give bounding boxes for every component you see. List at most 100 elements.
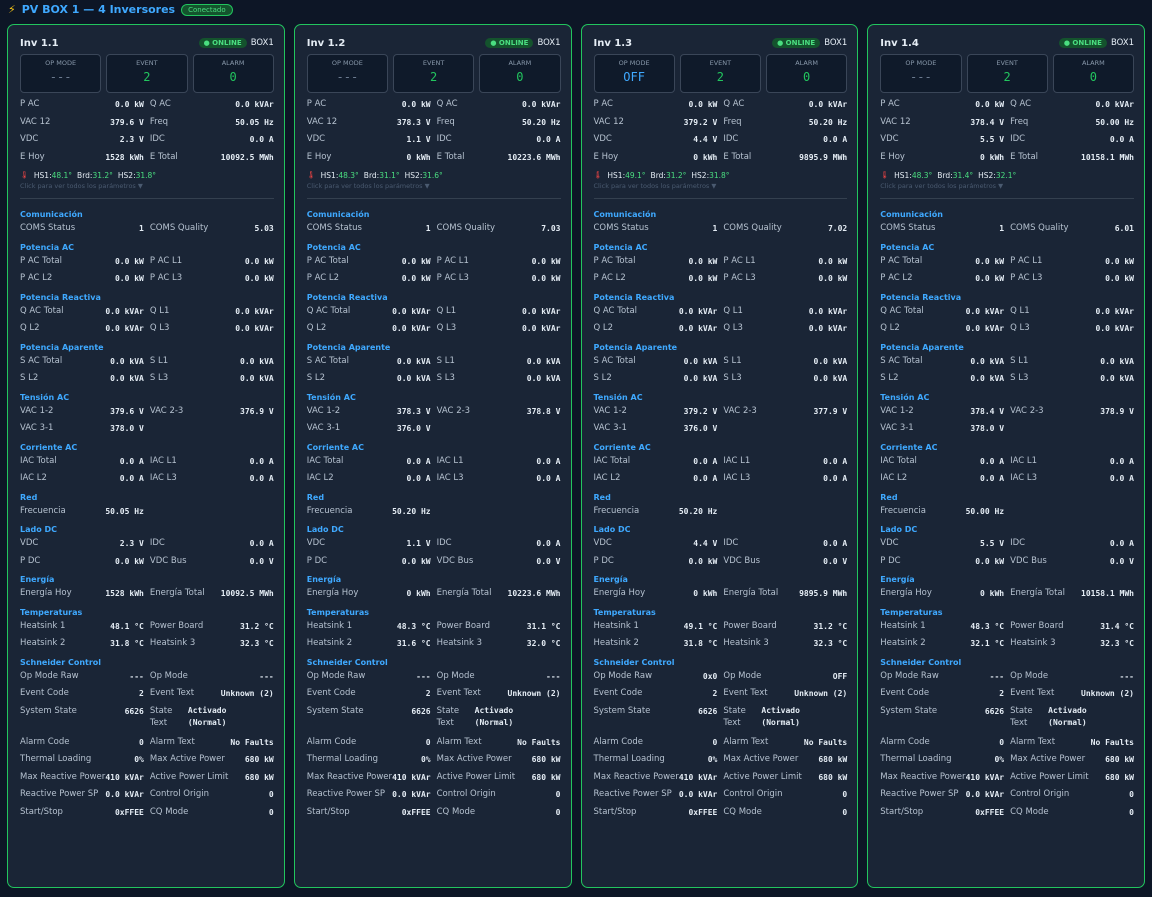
param-value: 410 kVAr (678, 772, 718, 782)
param-value: 0.0 kW (401, 256, 431, 266)
param-label: Control Origin (723, 789, 783, 799)
section-title: Energía (880, 575, 915, 584)
param-value: 0.0 A (536, 456, 561, 466)
param-value: 0.0 kW (688, 100, 718, 109)
param-grid: P AC Total 0.0 kW P AC L1 0.0 kW P AC L2 0.0 … (307, 255, 561, 290)
param-active-power-limit: Active Power Limit 680 kW (723, 771, 847, 789)
param-label: Event Text (436, 688, 481, 698)
state-text-line1: Activado (187, 705, 227, 715)
param-label: VDC (593, 538, 612, 548)
param-value: --- (129, 671, 144, 681)
hs1-label: HS1: (33, 170, 52, 180)
param-label: VAC 3-1 (306, 423, 341, 433)
expand-hint[interactable]: Click para ver todos los parámetros ▼ (20, 182, 143, 190)
hs1-temp: HS1:48.3° (894, 171, 932, 180)
param-label: E Hoy (593, 151, 619, 162)
param-label: S AC Total (20, 355, 63, 366)
param-label: P AC L3 (1010, 273, 1043, 283)
param-pac-l1: P AC L1 0.0 kW (437, 255, 561, 273)
param-event-code: Event Code 2 (880, 687, 1004, 705)
param-value: 0.0 kW (818, 274, 848, 283)
param-label: Thermal Loading (306, 754, 378, 764)
param-p-ac: P AC 0.0 kW (20, 98, 144, 116)
section-title: Potencia AC (20, 242, 75, 252)
inverter-card[interactable]: Inv 1.3 ● ONLINE BOX1 OP MODE OFF EVENT … (580, 24, 859, 888)
param-pac-l1: P AC L1 0.0 kW (150, 255, 274, 273)
param-label: COMS Status (306, 223, 362, 233)
param-label: Q L3 (149, 323, 170, 333)
param-label: Op Mode (723, 670, 762, 681)
param-max-reactive-power: Max Reactive Power 410 kVAr (880, 771, 1004, 789)
section-title: Energía (20, 575, 55, 584)
event-tile: EVENT 2 (393, 54, 475, 93)
param-p-ac: P AC 0.0 kW (880, 98, 1004, 116)
param-label: Q L1 (1010, 305, 1030, 316)
param-qac-total: Q AC Total 0.0 kVAr (594, 305, 718, 323)
param-label: Freq (1010, 116, 1029, 127)
expand-hint[interactable]: Click para ver todos los parámetros ▼ (306, 182, 430, 190)
summary-grid: P AC 0.0 kW Q AC 0.0 kVAr VAC 12 378.4 V Freq 5… (880, 98, 1134, 168)
param-label: Heatsink 1 (20, 620, 66, 631)
param-label: IAC L1 (436, 455, 464, 466)
alarm-label: ALARM (508, 59, 532, 67)
section-title: Potencia Aparente (880, 342, 964, 352)
param-label: System State (593, 705, 651, 716)
param-label: Event Code (20, 688, 69, 698)
param-grid: S AC Total 0.0 kVA S L1 0.0 kVA S L2 0.0 kVA S… (307, 355, 561, 390)
param-value: 0.0 kVAr (392, 306, 431, 316)
param-value: 0 (999, 737, 1005, 747)
param-coms-quality: COMS Quality 7.03 (437, 222, 561, 240)
param-label: Q AC (723, 99, 745, 109)
inverter-card[interactable]: Inv 1.1 ● ONLINE BOX1 OP MODE --- EVENT … (7, 24, 285, 888)
param-label: VAC 2-3 (436, 405, 471, 416)
expand-hint[interactable]: Click para ver todos los parámetros ▼ (880, 182, 1004, 190)
param-start-stop: Start/Stop 0xFFEE (594, 806, 718, 824)
param-label: Power Board (723, 620, 777, 631)
param-label: COMS Quality (1010, 223, 1069, 233)
section-title: Comunicación (306, 210, 370, 219)
param-label: Alarm Text (723, 736, 769, 747)
inverter-card[interactable]: Inv 1.2 ● ONLINE BOX1 OP MODE --- EVENT … (293, 24, 572, 888)
param-value: 0.0 kW (114, 556, 144, 566)
param-value: 1 (999, 224, 1005, 233)
param-label: Energía Total (436, 588, 492, 598)
param-label: VAC 1-2 (306, 405, 341, 416)
online-badge: ● ONLINE (772, 38, 821, 48)
param-alarm-text: Alarm Text No Faults (1010, 736, 1134, 754)
param-max-reactive-power: Max Reactive Power 410 kVAr (307, 771, 431, 789)
param-op-mode2: Op Mode OFF (723, 670, 847, 688)
param-pac-l3: P AC L3 0.0 kW (150, 272, 274, 290)
param-heatsink1: Heatsink 1 48.3 °C (307, 620, 431, 638)
status-tiles: OP MODE --- EVENT 2 ALARM 0 (306, 54, 561, 93)
param-q-l3: Q L3 0.0 kVAr (723, 322, 847, 340)
inverter-card[interactable]: Inv 1.4 ● ONLINE BOX1 OP MODE --- EVENT … (867, 24, 1145, 888)
param-s-l2: S L2 0.0 kVA (20, 372, 144, 390)
param-value: 50.20 Hz (392, 506, 431, 516)
param-vac-23: VAC 2-3 377.9 V (723, 405, 847, 423)
param-iac-l1: IAC L1 0.0 A (437, 455, 561, 473)
section-title: Tensión AC (20, 392, 70, 402)
param-label: COMS Status (20, 223, 76, 233)
param-event-code: Event Code 2 (594, 687, 718, 705)
op-mode-label: OP MODE (618, 59, 650, 67)
param-coms-status: COMS Status 1 (20, 222, 144, 240)
param-label: Op Mode (1010, 670, 1049, 681)
param-value: 32.0 °C (526, 639, 561, 648)
param-grid: Q AC Total 0.0 kVAr Q L1 0.0 kVAr Q L2 0.0 kV… (594, 305, 848, 340)
param-state-text: State Text Activado (Normal) (150, 705, 274, 736)
param-active-power-limit: Active Power Limit 680 kW (437, 771, 561, 789)
param-label: E Total (436, 151, 465, 162)
param-label: CQ Mode (436, 806, 476, 817)
param-active-power-limit: Active Power Limit 680 kW (150, 771, 274, 789)
param-value: 410 kVAr (392, 772, 431, 782)
param-s-l3: S L3 0.0 kVA (437, 372, 561, 390)
param-cq-mode: CQ Mode 0 (1010, 806, 1134, 824)
param-value: 0.0 V (1109, 556, 1134, 566)
param-value: 0.0 A (249, 135, 274, 144)
param-value: 0.0 kVA (396, 374, 431, 383)
param-value: No Faults (230, 737, 274, 747)
expand-hint[interactable]: Click para ver todos los parámetros ▼ (593, 182, 717, 190)
param-label: COMS Quality (149, 223, 209, 233)
online-badge: ● ONLINE (485, 38, 534, 48)
param-vdc-bus: VDC Bus 0.0 V (150, 555, 274, 573)
